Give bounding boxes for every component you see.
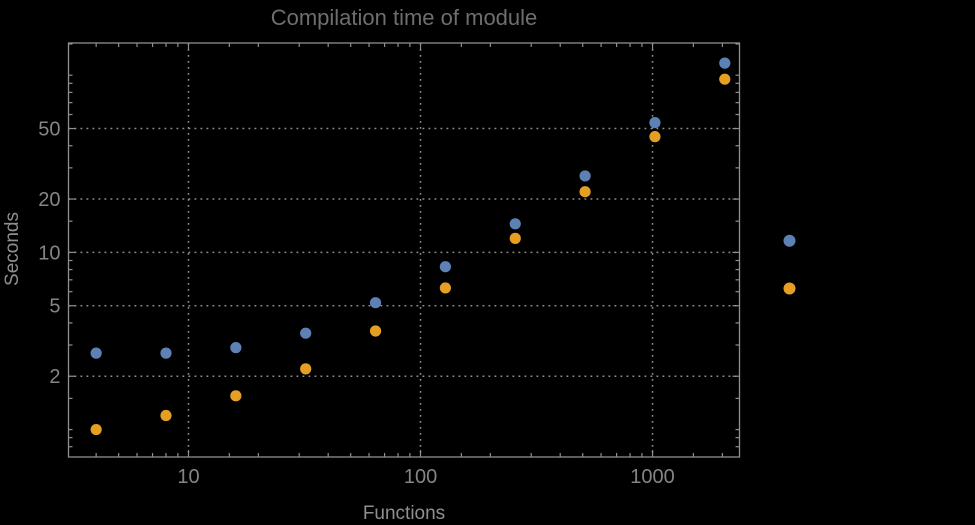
data-point-series-2-orange-x1024	[649, 131, 661, 143]
legend-marker-series-2-orange	[783, 282, 796, 295]
y-axis-label: Seconds	[2, 212, 23, 286]
data-point-series-1-blue-x16	[230, 342, 242, 354]
data-point-series-2-orange-x512	[579, 186, 591, 198]
y-tick-label-2: 2	[49, 366, 60, 388]
data-point-series-2-orange-x128	[439, 282, 451, 294]
data-point-series-1-blue-x128	[439, 261, 451, 273]
data-point-series-1-blue-x2048	[719, 57, 731, 69]
data-point-series-2-orange-x2048	[719, 73, 731, 85]
data-point-series-2-orange-x8	[160, 409, 172, 422]
data-point-series-2-orange-x64	[369, 325, 382, 337]
data-point-series-1-blue-x512	[579, 170, 591, 182]
y-tick-label-20: 20	[38, 189, 60, 211]
data-point-series-2-orange-x32	[300, 363, 312, 375]
y-tick-label-50: 50	[38, 119, 60, 141]
data-point-series-1-blue-x32	[300, 327, 312, 339]
data-point-series-2-orange-x256	[509, 232, 521, 244]
x-tick-label-100: 100	[404, 466, 437, 488]
data-point-series-1-blue-x256	[509, 218, 521, 230]
data-point-series-1-blue-x8	[160, 347, 172, 359]
legend-marker-series-1-blue	[783, 234, 796, 247]
y-tick-label-10: 10	[38, 242, 60, 264]
x-axis-label: Functions	[362, 503, 446, 524]
y-tick-label-5: 5	[49, 296, 60, 318]
chart-title: Compilation time of module	[270, 5, 538, 30]
data-point-series-2-orange-x4	[90, 423, 102, 436]
plot-frame	[67, 42, 741, 458]
data-point-series-2-orange-x16	[230, 390, 242, 402]
data-point-series-1-blue-x64	[369, 297, 382, 309]
x-tick-label-10: 10	[177, 466, 199, 488]
data-point-series-1-blue-x1024	[649, 117, 661, 129]
data-point-series-1-blue-x4	[90, 347, 102, 359]
x-tick-label-1000: 1000	[630, 466, 675, 488]
